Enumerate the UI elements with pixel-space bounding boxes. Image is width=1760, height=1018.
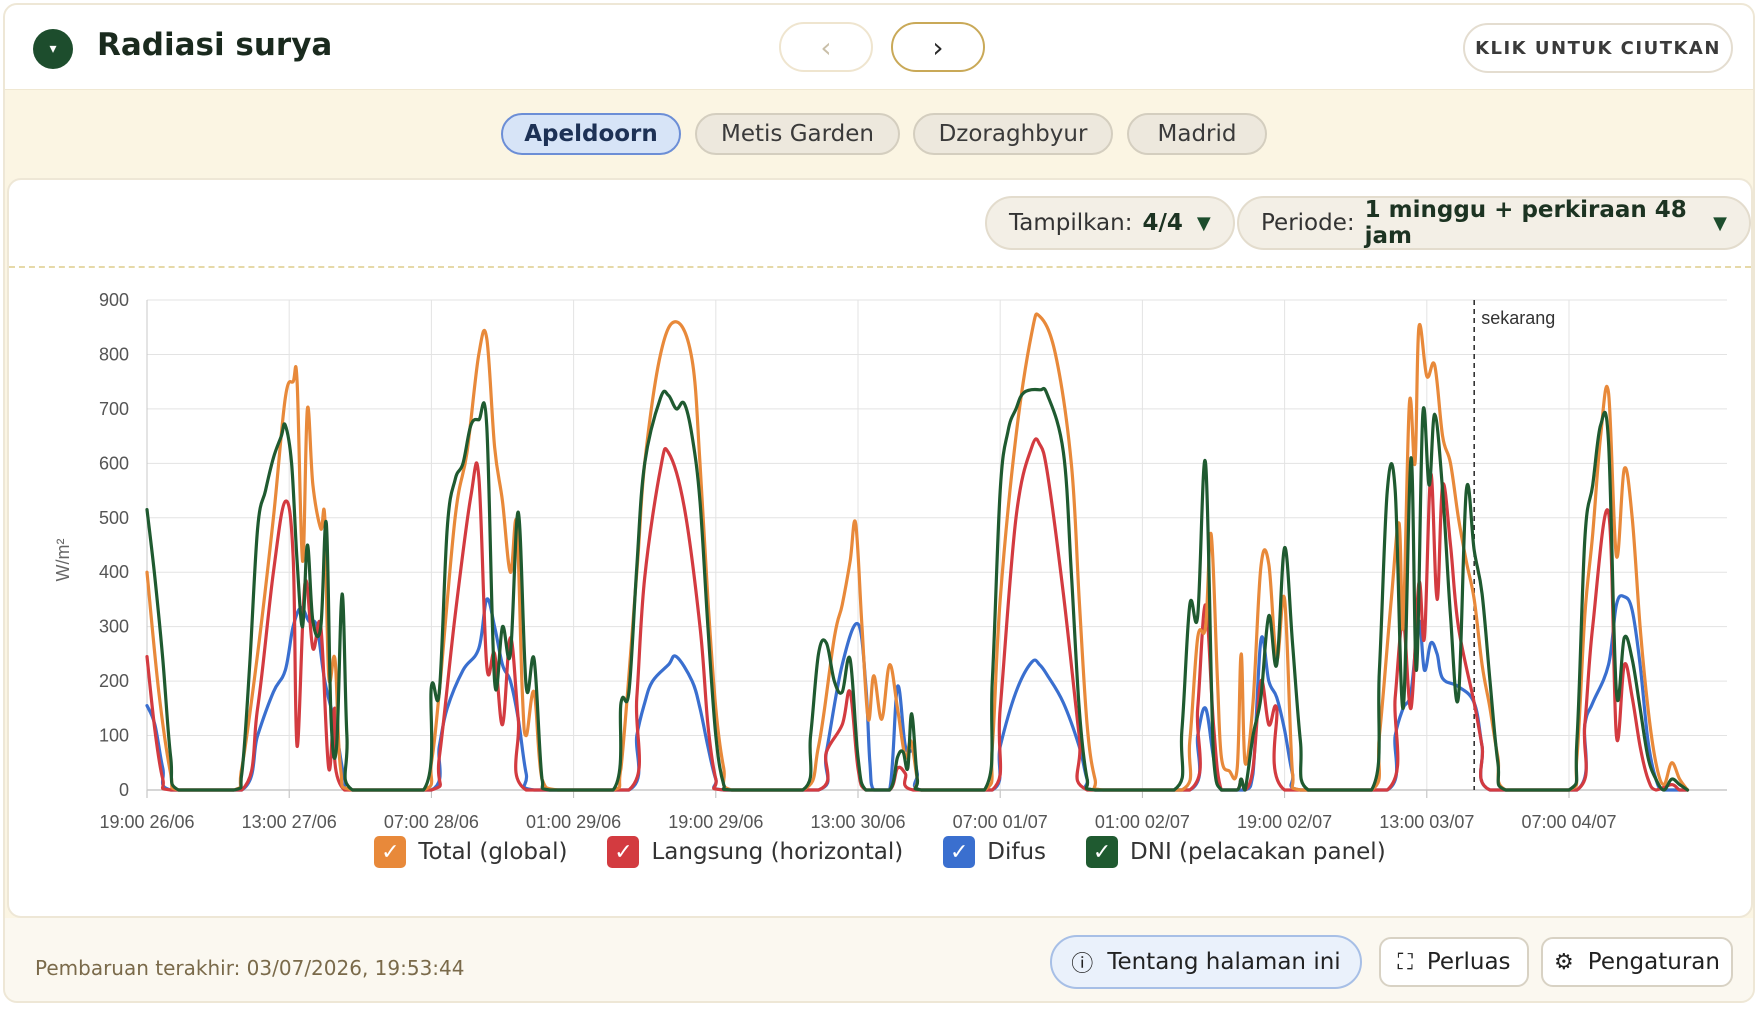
y-tick-label: 300 bbox=[99, 617, 129, 637]
x-tick-label: 07:00 28/06 bbox=[384, 812, 479, 832]
legend-item-total[interactable]: ✓ Total (global) bbox=[374, 836, 567, 868]
tab-metis-garden[interactable]: Metis Garden bbox=[695, 113, 900, 155]
checkbox-icon[interactable]: ✓ bbox=[374, 836, 407, 868]
tab-apeldoorn[interactable]: Apeldoorn bbox=[501, 113, 681, 155]
solar-radiation-card: ▾ Radiasi surya ‹ › KLIK UNTUK CIUTKAN A… bbox=[3, 3, 1755, 1003]
x-tick-label: 07:00 04/07 bbox=[1521, 812, 1616, 832]
now-marker: sekarang bbox=[1473, 300, 1555, 790]
legend-label: Langsung (horizontal) bbox=[651, 839, 904, 865]
y-tick-label: 0 bbox=[119, 780, 129, 800]
now-label: sekarang bbox=[1481, 308, 1555, 328]
checkbox-icon[interactable]: ✓ bbox=[943, 836, 976, 868]
legend-item-direct[interactable]: ✓ Langsung (horizontal) bbox=[607, 836, 903, 868]
gear-icon: ⚙ bbox=[1554, 949, 1574, 975]
legend-item-diffuse[interactable]: ✓ Difus bbox=[943, 836, 1046, 868]
chart-panel: Tampilkan: 4/4 ▼ Periode: 1 minggu + per… bbox=[7, 178, 1753, 918]
series-lines bbox=[145, 312, 1690, 792]
checkbox-icon[interactable]: ✓ bbox=[607, 836, 640, 868]
legend-label: Difus bbox=[987, 839, 1047, 865]
period-value: 1 minggu + perkiraan 48 jam bbox=[1364, 197, 1687, 249]
y-tick-label: 100 bbox=[99, 726, 129, 746]
legend-label: Total (global) bbox=[418, 839, 568, 865]
card-header: ▾ Radiasi surya ‹ › KLIK UNTUK CIUTKAN bbox=[5, 5, 1753, 90]
show-value: 4/4 bbox=[1142, 210, 1183, 236]
about-page-button[interactable]: ⓘ Tentang halaman ini bbox=[1050, 935, 1362, 989]
x-tick-label: 13:00 03/07 bbox=[1379, 812, 1474, 832]
settings-label: Pengaturan bbox=[1587, 949, 1720, 975]
x-tick-labels: 19:00 26/06 13:00 27/06 07:00 28/06 01:00 2… bbox=[99, 812, 1616, 832]
divider bbox=[9, 266, 1751, 268]
show-label: Tampilkan: bbox=[1009, 210, 1133, 236]
caret-down-icon: ▼ bbox=[1196, 212, 1211, 234]
x-tick-label: 07:00 01/07 bbox=[953, 812, 1048, 832]
expand-label: Perluas bbox=[1426, 949, 1511, 975]
y-tick-labels: 0 100 200 300 400 500 600 700 800 900 bbox=[99, 290, 129, 800]
collapse-button[interactable]: KLIK UNTUK CIUTKAN bbox=[1463, 23, 1733, 73]
next-location-button[interactable]: › bbox=[891, 22, 985, 72]
caret-down-icon: ▼ bbox=[1713, 212, 1727, 234]
collapse-toggle-icon[interactable]: ▾ bbox=[33, 29, 73, 69]
about-label: Tentang halaman ini bbox=[1107, 949, 1341, 975]
legend-item-dni[interactable]: ✓ DNI (pelacakan panel) bbox=[1086, 836, 1386, 868]
chart-grid bbox=[146, 299, 1727, 798]
y-tick-label: 500 bbox=[99, 508, 129, 528]
x-tick-label: 01:00 02/07 bbox=[1095, 812, 1190, 832]
fullscreen-icon: ⛶ bbox=[1397, 949, 1413, 975]
y-tick-label: 700 bbox=[99, 399, 129, 419]
y-tick-label: 400 bbox=[99, 562, 129, 582]
x-tick-label: 01:00 29/06 bbox=[526, 812, 621, 832]
series-line-dni bbox=[145, 386, 1690, 792]
period-label: Periode: bbox=[1261, 210, 1355, 236]
prev-location-button[interactable]: ‹ bbox=[779, 22, 873, 72]
x-tick-label: 19:00 29/06 bbox=[668, 812, 763, 832]
expand-button[interactable]: ⛶ Perluas bbox=[1379, 937, 1529, 987]
x-tick-label: 13:00 27/06 bbox=[242, 812, 337, 832]
tab-dzoraghbyur[interactable]: Dzoraghbyur bbox=[913, 113, 1113, 155]
info-icon: ⓘ bbox=[1071, 952, 1094, 977]
last-updated: Pembaruan terakhir: 03/07/2026, 19:53:44 bbox=[35, 956, 465, 980]
tab-madrid[interactable]: Madrid bbox=[1127, 113, 1267, 155]
settings-button[interactable]: ⚙ Pengaturan bbox=[1541, 937, 1733, 987]
x-tick-label: 13:00 30/06 bbox=[810, 812, 905, 832]
radiation-line-chart[interactable]: 0 100 200 300 400 500 600 700 800 900 19:00 26/06… bbox=[9, 270, 1751, 870]
y-tick-label: 800 bbox=[99, 344, 129, 364]
series-line-total bbox=[145, 312, 1690, 792]
x-tick-label: 19:00 02/07 bbox=[1237, 812, 1332, 832]
series-line-direct bbox=[145, 437, 1690, 792]
y-tick-label: 900 bbox=[99, 290, 129, 310]
card-title: Radiasi surya bbox=[97, 27, 333, 63]
period-dropdown[interactable]: Periode: 1 minggu + perkiraan 48 jam ▼ bbox=[1237, 196, 1751, 250]
legend-label: DNI (pelacakan panel) bbox=[1130, 839, 1386, 865]
chart-legend: ✓ Total (global) ✓ Langsung (horizontal)… bbox=[9, 836, 1751, 868]
location-tabs: Apeldoorn Metis Garden Dzoraghbyur Madri… bbox=[5, 89, 1753, 179]
x-tick-label: 19:00 26/06 bbox=[99, 812, 194, 832]
y-axis-label: W/m² bbox=[53, 539, 73, 582]
y-tick-label: 600 bbox=[99, 453, 129, 473]
checkbox-icon[interactable]: ✓ bbox=[1086, 836, 1119, 868]
card-footer: Pembaruan terakhir: 03/07/2026, 19:53:44… bbox=[5, 918, 1753, 1001]
y-tick-label: 200 bbox=[99, 671, 129, 691]
show-series-dropdown[interactable]: Tampilkan: 4/4 ▼ bbox=[985, 196, 1235, 250]
